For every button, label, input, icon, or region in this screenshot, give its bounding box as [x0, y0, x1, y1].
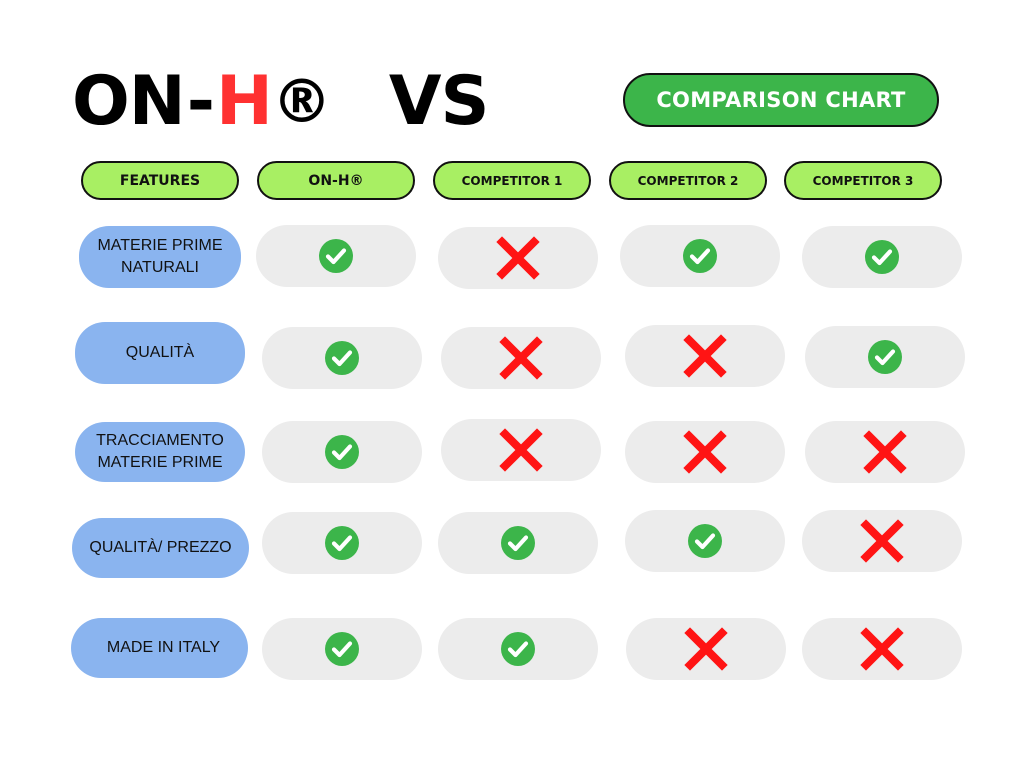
check-circle-icon [867, 339, 903, 375]
cross-icon [860, 519, 904, 563]
check-circle-icon [864, 239, 900, 275]
cross-icon [683, 430, 727, 474]
page-title: ON - H ® VS [72, 62, 490, 142]
title-brand-prefix: ON [72, 62, 186, 141]
feature-label: TRACCIAMENTO MATERIE PRIME [75, 422, 245, 482]
value-cell [802, 226, 962, 288]
check-circle-icon [324, 525, 360, 561]
comparison-chart-badge: COMPARISON CHART [623, 73, 939, 127]
cross-icon [499, 428, 543, 472]
value-cell [262, 618, 422, 680]
title-registered-mark: ® [271, 67, 332, 137]
check-circle-icon [682, 238, 718, 274]
value-cell [626, 618, 786, 680]
check-circle-icon [500, 631, 536, 667]
value-cell [620, 225, 780, 287]
cross-icon [496, 236, 540, 280]
cross-icon [684, 627, 728, 671]
title-dash: - [186, 62, 215, 141]
check-circle-icon [324, 631, 360, 667]
check-circle-icon [687, 523, 723, 559]
cross-icon [860, 627, 904, 671]
value-cell [625, 325, 785, 387]
feature-label: QUALITÀ [75, 322, 245, 384]
value-cell [438, 512, 598, 574]
feature-label: MATERIE PRIME NATURALI [79, 226, 241, 288]
value-cell [262, 512, 422, 574]
value-cell [441, 327, 601, 389]
feature-label: QUALITÀ/ PREZZO [72, 518, 249, 578]
value-cell [262, 421, 422, 483]
value-cell [438, 618, 598, 680]
header-on-h: ON-H® [257, 161, 415, 200]
header-competitor-2: COMPETITOR 2 [609, 161, 767, 200]
value-cell [441, 419, 601, 481]
header-features: FEATURES [81, 161, 239, 200]
header-competitor-3: COMPETITOR 3 [784, 161, 942, 200]
check-circle-icon [324, 434, 360, 470]
value-cell [802, 510, 962, 572]
value-cell [625, 510, 785, 572]
check-circle-icon [318, 238, 354, 274]
value-cell [262, 327, 422, 389]
cross-icon [499, 336, 543, 380]
value-cell [438, 227, 598, 289]
title-brand-letter: H [215, 62, 273, 141]
check-circle-icon [500, 525, 536, 561]
value-cell [625, 421, 785, 483]
cross-icon [683, 334, 727, 378]
value-cell [802, 618, 962, 680]
check-circle-icon [324, 340, 360, 376]
value-cell [256, 225, 416, 287]
value-cell [805, 326, 965, 388]
header-competitor-1: COMPETITOR 1 [433, 161, 591, 200]
cross-icon [863, 430, 907, 474]
title-vs: VS [388, 62, 490, 141]
value-cell [805, 421, 965, 483]
feature-label: MADE IN ITALY [71, 618, 248, 678]
